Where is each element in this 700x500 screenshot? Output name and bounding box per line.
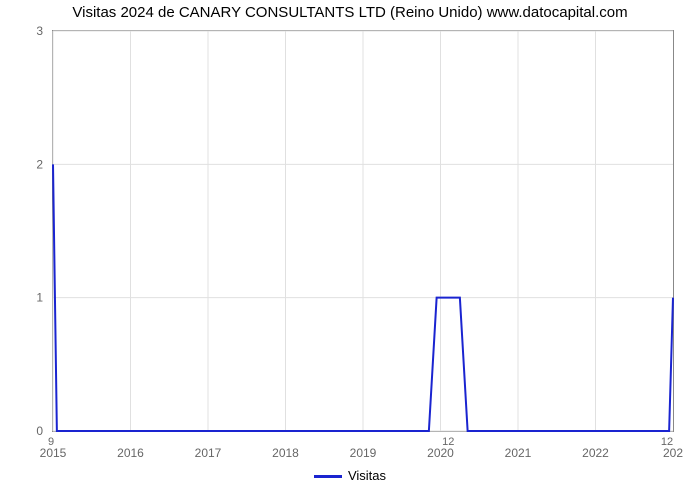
svg-text:12: 12	[661, 436, 673, 448]
legend-label: Visitas	[348, 468, 386, 483]
svg-text:2021: 2021	[505, 446, 532, 460]
svg-text:2017: 2017	[195, 446, 222, 460]
svg-text:202: 202	[663, 446, 683, 460]
legend-swatch	[314, 475, 342, 478]
x-axis-ticks: 2015 2016 2017 2018 2019 2020 2021 2022 202	[40, 446, 684, 460]
grid	[53, 31, 673, 431]
svg-text:2016: 2016	[117, 446, 144, 460]
svg-text:2015: 2015	[40, 446, 67, 460]
chart-title: Visitas 2024 de CANARY CONSULTANTS LTD (…	[0, 4, 700, 21]
svg-text:2: 2	[36, 157, 43, 171]
legend: Visitas	[0, 468, 700, 483]
svg-text:3: 3	[36, 24, 43, 38]
chart-plot: 0123 20152016201720182019202020212022202…	[52, 30, 674, 432]
svg-text:0: 0	[36, 424, 43, 438]
svg-text:2018: 2018	[272, 446, 299, 460]
svg-text:2022: 2022	[582, 446, 609, 460]
svg-text:12: 12	[442, 436, 454, 448]
svg-text:2019: 2019	[350, 446, 377, 460]
svg-text:9: 9	[48, 436, 54, 448]
y-axis-ticks: 0 1 2 3	[36, 24, 43, 438]
svg-text:2020: 2020	[427, 446, 454, 460]
svg-text:1: 1	[36, 291, 43, 305]
